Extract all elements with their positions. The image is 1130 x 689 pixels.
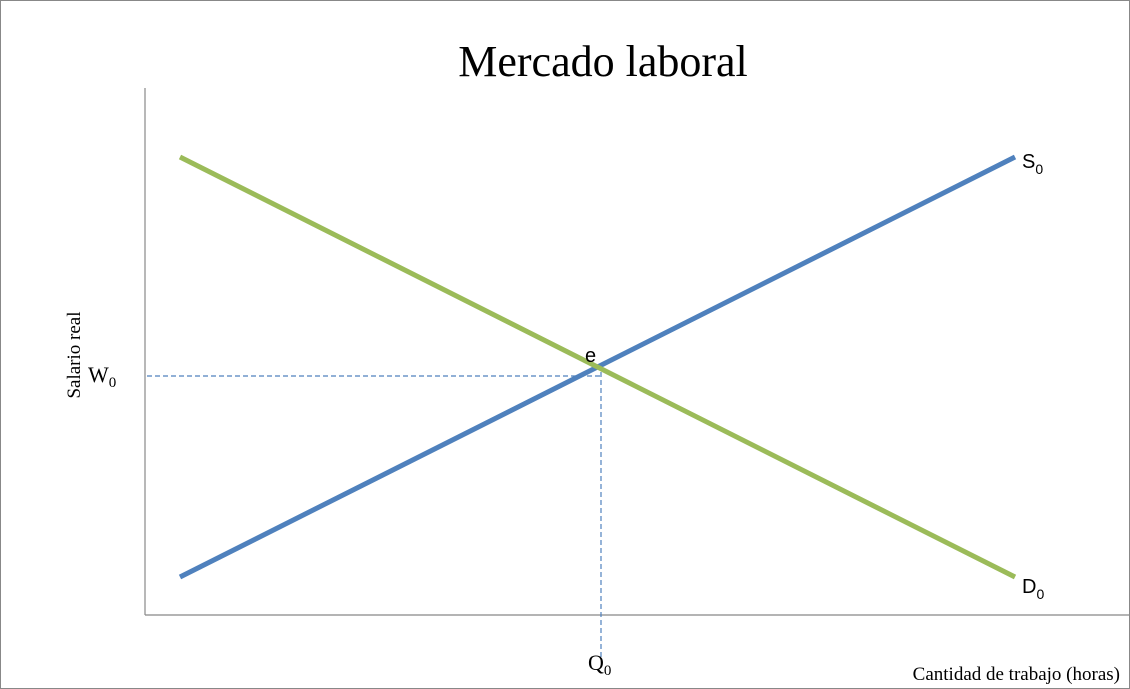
quantity-label: Q0 bbox=[588, 650, 611, 679]
x-axis-label: Cantidad de trabajo (horas) bbox=[913, 664, 1120, 685]
demand-curve bbox=[178, 154, 1017, 580]
wage-label: W0 bbox=[88, 362, 116, 391]
title: Mercado laboral bbox=[458, 37, 748, 86]
demand-label: D0 bbox=[1022, 576, 1044, 602]
supply-label: S0 bbox=[1022, 151, 1043, 177]
equilibrium-label: e bbox=[585, 345, 596, 367]
y-axis-label: Salario real bbox=[64, 311, 85, 398]
